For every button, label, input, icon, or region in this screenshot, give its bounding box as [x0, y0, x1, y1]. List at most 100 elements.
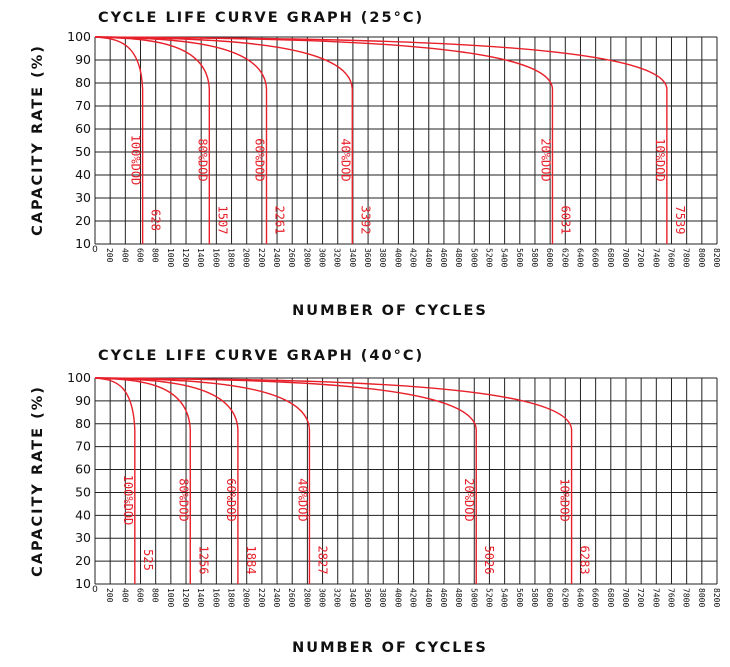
end-cycles-label: 7539 — [673, 206, 687, 235]
x-tick-label: 2400 — [272, 248, 281, 267]
x-tick-label: 4200 — [409, 588, 418, 607]
x-tick-label: 5000 — [469, 588, 478, 607]
end-cycles-label: 3392 — [358, 206, 372, 235]
end-cycles-label: 2827 — [315, 546, 329, 575]
x-tick-label: 6600 — [591, 588, 600, 607]
x-tick-label: 4800 — [454, 588, 463, 607]
x-tick-label: 7600 — [666, 588, 675, 607]
series-label: 60%DOD — [253, 138, 267, 181]
y-tick-label: 50 — [75, 144, 91, 159]
x-tick-label: 2600 — [287, 588, 296, 607]
x-tick-label: 4400 — [424, 588, 433, 607]
x-tick-label: 3800 — [378, 248, 387, 267]
y-tick-label: 70 — [75, 439, 91, 454]
y-tick-label: 30 — [75, 530, 91, 545]
series-label: 40%DOD — [338, 138, 352, 181]
y-tick-label: 70 — [75, 98, 91, 113]
series-label: 20%DOD — [538, 138, 552, 181]
y-tick-label: 100 — [67, 29, 91, 44]
y-tick-label: 100 — [67, 370, 91, 385]
x-tick-label: 4000 — [393, 588, 402, 607]
chart-2: CYCLE LIFE CURVE GRAPH (40°C) CAPACITY RA… — [30, 348, 721, 656]
x-tick-label: 1800 — [227, 248, 236, 267]
y-tick-label: 30 — [75, 190, 91, 205]
x-tick-label: 7400 — [651, 588, 660, 607]
x-tick-label: 2400 — [272, 588, 281, 607]
x-tick-label: 5800 — [530, 588, 539, 607]
y-tick-label: 40 — [75, 507, 91, 522]
x-tick-label: 5400 — [500, 248, 509, 267]
x-tick-label: 7200 — [636, 588, 645, 607]
y-tick-label: 90 — [75, 393, 91, 408]
series-curves: 100%DOD 525 80%DOD 1256 60%DOD 1884 40%DOD 2827… — [94, 377, 592, 584]
x-tick-label: 1200 — [181, 588, 190, 607]
x-tick-label: 600 — [136, 588, 145, 603]
x-tick-label: 5200 — [484, 248, 493, 267]
end-cycles-label: 6031 — [558, 206, 572, 235]
x-tick-label: 3200 — [333, 248, 342, 267]
x-tick-label: 1000 — [166, 248, 175, 267]
x-tick-label: 3400 — [348, 248, 357, 267]
x-axis-title: NUMBER OF CYCLES — [292, 640, 488, 656]
x-tick-label: 4600 — [439, 248, 448, 267]
series-label: 80%DOD — [195, 138, 209, 181]
end-cycles-label: 2261 — [273, 206, 287, 235]
y-tick-label: 90 — [75, 52, 91, 67]
x-tick-label: 7000 — [621, 248, 630, 267]
grid — [94, 36, 718, 245]
x-tick-label: 3600 — [363, 588, 372, 607]
y-tick-label: 50 — [75, 484, 91, 499]
y-axis-title: CAPACITY RATE (%) — [30, 385, 46, 577]
x-tick-label: 8000 — [697, 248, 706, 267]
series-label: 80%DOD — [176, 478, 190, 521]
y-tick-label: 60 — [75, 121, 91, 136]
x-axis-title: NUMBER OF CYCLES — [292, 303, 488, 319]
x-tick-label: 3200 — [333, 588, 342, 607]
x-tick-label: 400 — [120, 248, 129, 263]
series-curves: 100%DOD 628 80%DOD 1507 60%DOD 2261 40%DOD 3392… — [94, 36, 687, 244]
series-label: 60%DOD — [224, 478, 238, 521]
x-tick-label: 0 — [92, 245, 98, 255]
x-tick-label: 4400 — [424, 248, 433, 267]
x-tick-label: 7800 — [682, 588, 691, 607]
x-tick-label: 6800 — [606, 248, 615, 267]
series-label: 10%DOD — [653, 138, 667, 181]
x-tick-label: 200 — [105, 248, 114, 263]
end-cycles-label: 628 — [149, 209, 163, 231]
series-label: 20%DOD — [462, 478, 476, 521]
x-tick-label: 5000 — [469, 248, 478, 267]
x-tick-label: 1400 — [196, 588, 205, 607]
x-tick-label: 800 — [151, 248, 160, 263]
chart-1: CYCLE LIFE CURVE GRAPH (25°C) CAPACITY RA… — [30, 10, 721, 319]
end-cycles-label: 1507 — [215, 206, 229, 235]
y-axis-title: CAPACITY RATE (%) — [30, 44, 46, 236]
x-tick-label: 6800 — [606, 588, 615, 607]
x-tick-label: 1200 — [181, 248, 190, 267]
x-tick-label: 400 — [120, 588, 129, 603]
x-tick-label: 4800 — [454, 248, 463, 267]
x-tick-label: 800 — [151, 588, 160, 603]
x-tick-label: 5400 — [500, 588, 509, 607]
end-cycles-label: 1256 — [196, 546, 210, 575]
x-tick-label: 2000 — [242, 588, 251, 607]
x-tick-label: 0 — [92, 585, 98, 595]
x-tick-label: 6400 — [575, 248, 584, 267]
x-tick-label: 5600 — [515, 248, 524, 267]
x-tick-label: 7400 — [651, 248, 660, 267]
x-tick-label: 2800 — [302, 588, 311, 607]
x-tick-label: 7200 — [636, 248, 645, 267]
x-tick-label: 3000 — [318, 248, 327, 267]
end-cycles-label: 525 — [141, 549, 155, 571]
y-tick-label: 80 — [75, 75, 91, 90]
end-cycles-label: 1884 — [244, 546, 258, 575]
x-tick-label: 6400 — [575, 588, 584, 607]
x-tick-label: 7000 — [621, 588, 630, 607]
y-tick-label: 80 — [75, 416, 91, 431]
y-tick-label: 20 — [75, 553, 91, 568]
x-tick-label: 6600 — [591, 248, 600, 267]
y-tick-label: 20 — [75, 213, 91, 228]
end-cycles-label: 6283 — [578, 546, 592, 575]
x-tick-label: 8200 — [712, 248, 721, 267]
chart-title: CYCLE LIFE CURVE GRAPH (40°C) — [98, 348, 424, 364]
